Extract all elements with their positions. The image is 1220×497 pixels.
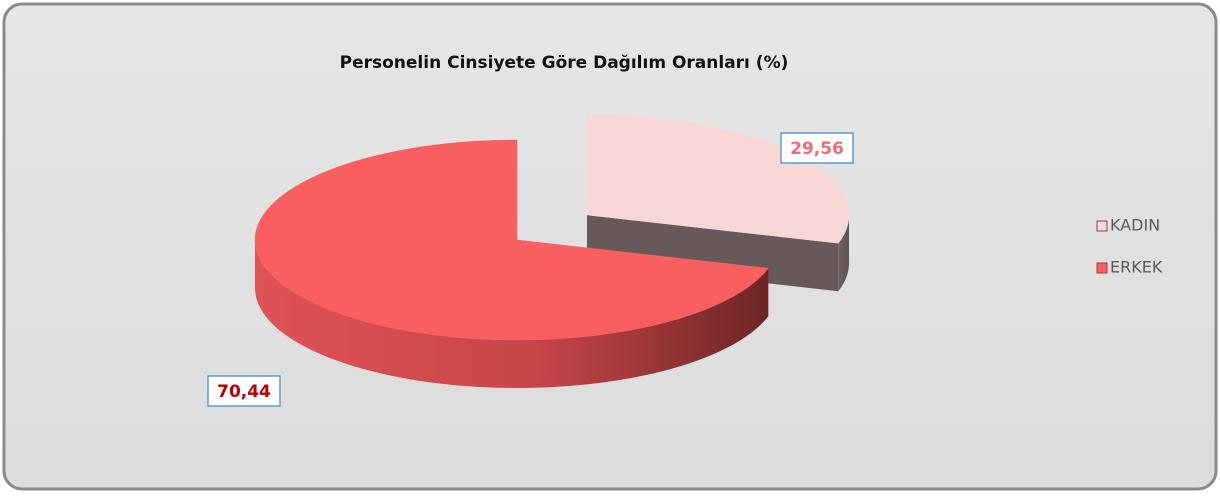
data-label-box — [780, 132, 854, 164]
data-label: 29,56 — [790, 139, 844, 159]
chart-title: Personelin Cinsiyete Göre Dağılım Oranla… — [340, 53, 789, 73]
data-label-box — [207, 375, 281, 407]
slice — [254, 139, 769, 341]
legend-label: ERKEK — [1110, 258, 1163, 277]
slice-side — [255, 240, 769, 388]
legend-swatch — [1096, 220, 1108, 232]
pie — [254, 114, 850, 388]
legend-label: KADIN — [1110, 216, 1160, 235]
slice-side — [838, 215, 849, 292]
legend-swatch — [1096, 262, 1108, 274]
slice-face — [587, 215, 839, 292]
data-label: 70,44 — [217, 382, 271, 402]
